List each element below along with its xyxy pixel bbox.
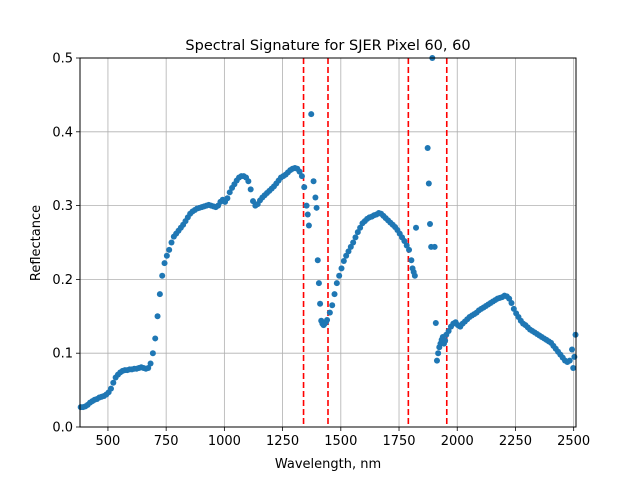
- data-point: [154, 313, 161, 320]
- x-axis-ticks: 500 750 1000 1250 1500 1750 2000 2250 2500: [96, 427, 590, 449]
- x-tick-label: 2250: [499, 434, 532, 449]
- data-point: [508, 300, 515, 307]
- data-point: [317, 300, 324, 307]
- data-point: [305, 222, 312, 229]
- y-tick-label: 0.0: [52, 421, 73, 436]
- data-point: [329, 302, 336, 309]
- data-point: [166, 246, 173, 253]
- y-tick-label: 0.5: [52, 52, 73, 67]
- x-tick-label: 500: [96, 434, 121, 449]
- data-point: [506, 295, 513, 302]
- data-point: [110, 379, 117, 386]
- data-point: [163, 252, 170, 259]
- data-point: [224, 195, 231, 202]
- data-point: [310, 178, 317, 185]
- data-point: [226, 189, 233, 196]
- x-tick-label: 1000: [208, 434, 241, 449]
- data-point: [569, 346, 576, 353]
- data-point: [147, 360, 154, 367]
- data-point: [340, 257, 347, 264]
- data-point: [435, 350, 442, 357]
- data-point: [315, 280, 322, 287]
- data-point: [432, 319, 439, 326]
- data-point: [324, 316, 331, 323]
- y-tick-label: 0.4: [52, 125, 73, 140]
- data-point: [303, 202, 310, 209]
- y-axis-ticks: 0.0 0.1 0.2 0.3 0.4 0.5: [52, 52, 80, 436]
- data-point: [298, 173, 305, 180]
- data-point: [338, 265, 345, 272]
- data-point: [314, 257, 321, 264]
- x-tick-label: 1250: [266, 434, 299, 449]
- plot-frame: [79, 57, 577, 428]
- data-point: [566, 357, 573, 364]
- data-point: [442, 337, 449, 344]
- data-point: [343, 252, 350, 259]
- data-point: [250, 198, 257, 205]
- data-point: [413, 224, 420, 231]
- data-point: [245, 178, 252, 185]
- data-point: [350, 239, 357, 246]
- data-point: [149, 350, 156, 357]
- data-point: [433, 357, 440, 364]
- data-point: [168, 239, 175, 246]
- data-point: [308, 111, 315, 118]
- data-point: [510, 305, 517, 312]
- data-point: [401, 238, 408, 245]
- y-tick-label: 0.3: [52, 199, 73, 214]
- chart-title: Spectral Signature for SJER Pixel 60, 60: [185, 38, 470, 54]
- data-point: [570, 364, 577, 371]
- data-point: [331, 291, 338, 298]
- data-point: [312, 194, 319, 201]
- y-tick-label: 0.1: [52, 347, 73, 362]
- data-point: [411, 272, 418, 279]
- data-point: [347, 243, 354, 250]
- data-point: [301, 184, 308, 191]
- x-tick-label: 1500: [324, 434, 357, 449]
- data-point: [159, 272, 166, 279]
- data-point: [304, 211, 311, 218]
- data-points: [77, 55, 579, 411]
- data-point: [345, 248, 352, 255]
- data-point: [145, 364, 152, 371]
- reference-lines: [302, 58, 448, 427]
- y-tick-label: 0.2: [52, 273, 73, 288]
- x-tick-label: 1750: [382, 434, 415, 449]
- data-point: [333, 280, 340, 287]
- data-point: [247, 186, 254, 193]
- data-point: [424, 145, 431, 152]
- data-point: [425, 180, 432, 187]
- data-point: [156, 291, 163, 298]
- data-point: [403, 242, 410, 249]
- y-axis-title: Reflectance: [29, 205, 44, 281]
- data-point: [408, 257, 415, 264]
- x-axis-title: Wavelength, nm: [275, 457, 381, 472]
- data-point: [426, 221, 433, 228]
- data-point: [431, 243, 438, 250]
- data-point: [336, 272, 343, 279]
- x-tick-label: 2500: [557, 434, 590, 449]
- data-point: [313, 204, 320, 211]
- data-point: [107, 385, 114, 392]
- data-point: [296, 168, 303, 175]
- x-tick-label: 2000: [441, 434, 474, 449]
- data-point: [445, 328, 452, 335]
- data-point: [326, 309, 333, 316]
- data-point: [152, 335, 159, 342]
- data-point: [161, 260, 168, 267]
- x-tick-label: 750: [154, 434, 179, 449]
- data-point: [352, 234, 359, 241]
- data-point: [354, 229, 361, 236]
- data-point: [357, 224, 364, 231]
- data-point: [406, 246, 413, 253]
